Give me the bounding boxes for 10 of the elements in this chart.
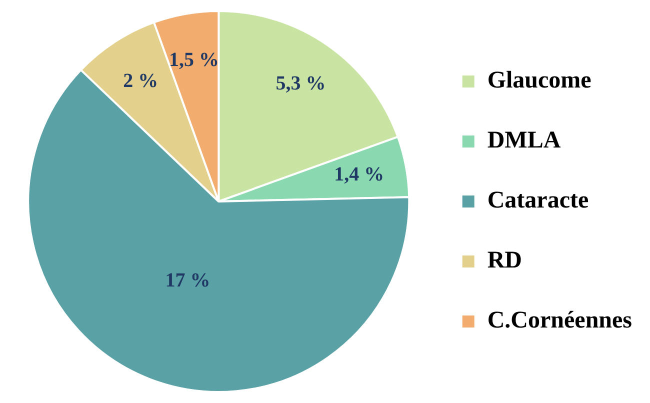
data-label: 1,4 % bbox=[334, 163, 384, 186]
data-label: 17 % bbox=[165, 270, 210, 292]
data-label: 5,3 % bbox=[276, 72, 326, 95]
legend-label: RD bbox=[487, 248, 522, 274]
legend-label: DMLA bbox=[487, 128, 562, 154]
legend-label: Cataracte bbox=[487, 188, 589, 214]
legend-label: Glaucome bbox=[487, 68, 592, 94]
data-label: 2 % bbox=[123, 70, 158, 92]
legend-label: C.Cornéennes bbox=[487, 308, 632, 334]
data-label: 1,5 % bbox=[169, 48, 220, 71]
